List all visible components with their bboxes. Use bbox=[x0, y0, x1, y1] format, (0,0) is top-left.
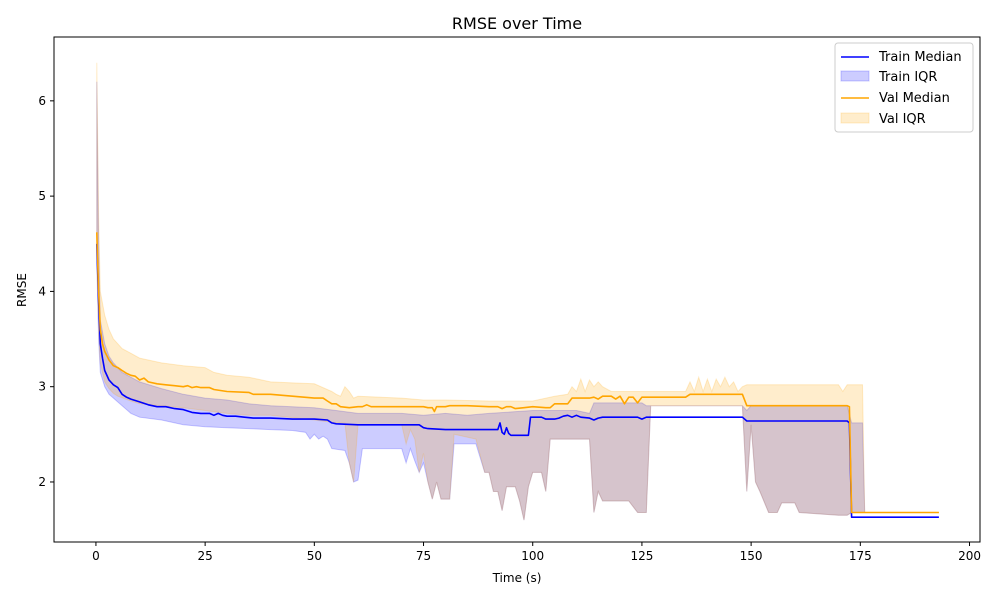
y-tick-label: 4 bbox=[38, 284, 46, 298]
x-tick-label: 200 bbox=[958, 549, 981, 563]
y-tick-label: 2 bbox=[38, 475, 46, 489]
x-axis-ticks: 0 25 50 75 100 125 150 175 200 bbox=[92, 542, 981, 563]
x-tick-label: 75 bbox=[416, 549, 431, 563]
x-axis-label: Time (s) bbox=[492, 571, 542, 585]
y-tick-label: 5 bbox=[38, 189, 46, 203]
x-tick-label: 125 bbox=[630, 549, 653, 563]
plot-area bbox=[96, 62, 939, 521]
legend-val-iqr-swatch bbox=[840, 112, 870, 124]
x-tick-label: 175 bbox=[849, 549, 872, 563]
legend-train-median-label: Train Median bbox=[878, 50, 962, 65]
x-tick-label: 25 bbox=[197, 549, 212, 563]
legend-val-median-label: Val Median bbox=[879, 91, 950, 106]
val-iqr-band bbox=[96, 62, 939, 521]
y-axis-ticks: 2 3 4 5 6 bbox=[38, 94, 54, 489]
axes-frame bbox=[53, 36, 981, 543]
x-tick-label: 100 bbox=[521, 549, 544, 563]
legend-train-iqr-swatch bbox=[840, 70, 870, 82]
x-tick-label: 0 bbox=[92, 549, 100, 563]
x-tick-label: 50 bbox=[307, 549, 322, 563]
x-tick-label: 150 bbox=[740, 549, 763, 563]
y-tick-label: 6 bbox=[38, 94, 46, 108]
legend: Train Median Train IQR Val Median Val IQ… bbox=[834, 42, 974, 133]
legend-val-iqr-label: Val IQR bbox=[879, 112, 926, 127]
train-iqr-band bbox=[96, 81, 939, 521]
train-median-line bbox=[96, 243, 939, 519]
y-axis-label: RMSE bbox=[15, 273, 29, 307]
val-median-line bbox=[96, 232, 939, 514]
legend-box bbox=[834, 42, 974, 133]
y-tick-label: 3 bbox=[38, 380, 46, 394]
legend-train-iqr-label: Train IQR bbox=[878, 70, 937, 85]
chart-title: RMSE over Time bbox=[452, 14, 582, 33]
